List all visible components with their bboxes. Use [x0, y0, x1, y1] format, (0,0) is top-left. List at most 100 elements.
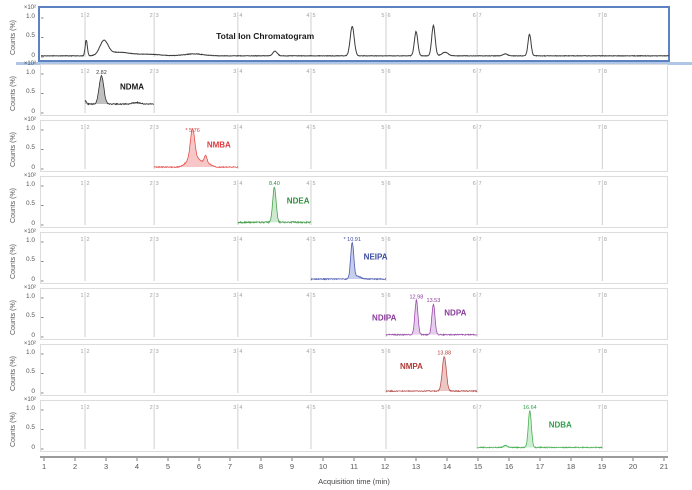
compound-label: NMBA — [207, 141, 231, 150]
compound-label: NDPA — [444, 309, 466, 318]
segment-label: 6 — [473, 237, 476, 243]
segment-label: 3 — [233, 69, 236, 75]
y-axis-neipa: Counts (%) ×10² 1.0 0.5 0 — [0, 229, 40, 284]
segment-label: 3 — [233, 293, 236, 299]
segment-label: 1 — [80, 125, 83, 131]
trace-line — [153, 127, 239, 169]
plot-area-ndba[interactable]: 1 2 2 3 3 4 4 5 5 6 6 7 7 8 16.64 NDBA — [40, 400, 668, 452]
trace-line — [310, 241, 387, 281]
segment-label: 3 — [156, 181, 159, 187]
segment-label: 5 — [312, 293, 315, 299]
compound-label: NDEA — [287, 197, 310, 206]
plot-area-ndea[interactable]: 1 2 2 3 3 4 4 5 5 6 6 7 7 8 8.40 NDEA — [40, 176, 668, 228]
y-exponent: ×10² — [23, 229, 36, 235]
y-exponent: ×10² — [23, 117, 36, 123]
y-tick-label: 1.0 — [25, 404, 35, 412]
x-tick-label: 19 — [598, 462, 606, 471]
peak-rt-label: 16.64 — [523, 405, 537, 411]
segment-label: 2 — [87, 181, 90, 187]
x-tick-label: 12 — [381, 462, 389, 471]
segment-label: 3 — [156, 237, 159, 243]
trace-fill — [477, 410, 603, 448]
segment-label: 5 — [312, 349, 315, 355]
y-axis-ndba: Counts (%) ×10² 1.0 0.5 0 — [0, 397, 40, 452]
panel-row-ndea: Counts (%) ×10² 1.0 0.5 0 1 2 2 3 3 4 4 5 5 6 6 7 7 8 8.40 N… — [0, 173, 692, 228]
y-tick-label: 1.0 — [25, 292, 35, 300]
segment-label: 4 — [306, 13, 309, 19]
trace-fill — [85, 75, 154, 105]
segment-label: 5 — [381, 125, 384, 131]
segment-label: 5 — [381, 237, 384, 243]
trace-fill — [386, 299, 478, 336]
y-tick-label: 0 — [31, 107, 35, 115]
y-tick-label: 0 — [31, 163, 35, 171]
x-tick-label: 7 — [228, 462, 232, 471]
y-tick-label: 1.0 — [25, 12, 35, 20]
plot-area-nmba[interactable]: 1 2 2 3 3 4 4 5 5 6 6 7 7 8 * 5.76 NMBA — [40, 120, 668, 172]
x-tick-label: 4 — [135, 462, 139, 471]
segment-label: 2 — [150, 237, 153, 243]
segment-label: 7 — [598, 237, 601, 243]
segment-label: 5 — [381, 13, 384, 19]
panel-row-nmba: Counts (%) ×10² 1.0 0.5 0 1 2 2 3 3 4 4 5 5 6 6 7 7 8 * 5.7… — [0, 117, 692, 172]
segment-label: 4 — [239, 405, 242, 411]
trace-line — [385, 356, 478, 393]
segment-label: 5 — [312, 13, 315, 19]
x-tick-label: 5 — [166, 462, 170, 471]
peak-rt-label: 13.88 — [437, 351, 451, 357]
segment-label: 7 — [598, 69, 601, 75]
segment-label: 6 — [473, 293, 476, 299]
segment-label: 2 — [87, 237, 90, 243]
y-axis-nmpa: Counts (%) ×10² 1.0 0.5 0 — [0, 341, 40, 396]
x-tick-label: 6 — [197, 462, 201, 471]
segment-label: 4 — [239, 237, 242, 243]
segment-label: 5 — [381, 181, 384, 187]
segment-label: 6 — [473, 13, 476, 19]
segment-label: 4 — [239, 293, 242, 299]
x-tick-label: 10 — [319, 462, 327, 471]
plot-area-ndipa-ndpa[interactable]: 1 2 2 3 3 4 4 5 5 6 6 7 7 8 12.98 13.53 NDIPA NDPA — [40, 288, 668, 340]
y-axis-ndipa-ndpa: Counts (%) ×10² 1.0 0.5 0 — [0, 285, 40, 340]
segment-label: 2 — [87, 405, 90, 411]
y-tick-label: 0 — [31, 219, 35, 227]
x-tick-label: 2 — [73, 462, 77, 471]
plot-area-tic[interactable]: 1 2 2 3 3 4 4 5 5 6 6 7 7 8 Total Ion Chromatogram — [40, 8, 669, 61]
y-tick-label: 1.0 — [25, 124, 35, 132]
segment-label: 7 — [598, 181, 601, 187]
segment-label: 4 — [306, 405, 309, 411]
y-axis-label: Counts (%) — [10, 299, 17, 335]
panel-row-ndipa-ndpa: Counts (%) ×10² 1.0 0.5 0 1 2 2 3 3 4 4 5 5 6 6 7 7 8 12.98… — [0, 285, 692, 340]
y-tick-label: 0 — [31, 387, 35, 395]
y-tick-label: 0 — [31, 443, 35, 451]
segment-label: 2 — [150, 13, 153, 19]
segment-label: 1 — [80, 293, 83, 299]
x-axis-ticks: 1 2 3 4 5 6 7 8 9 10 11 12 13 14 15 16 17 18 19 20 21 — [40, 456, 668, 471]
panel-row-nmpa: Counts (%) ×10² 1.0 0.5 0 1 2 2 3 3 4 4 5 5 6 6 7 7 8 13.88… — [0, 341, 692, 396]
segment-label: 6 — [473, 181, 476, 187]
segment-label: 3 — [156, 69, 159, 75]
plot-area-nmpa[interactable]: 1 2 2 3 3 4 4 5 5 6 6 7 7 8 13.88 NMPA — [40, 344, 668, 396]
segment-label: 1 — [80, 237, 83, 243]
compound-label: NDMA — [120, 83, 144, 92]
segment-label: 8 — [604, 13, 607, 19]
segment-label: 2 — [150, 181, 153, 187]
y-exponent: ×10² — [23, 397, 36, 403]
segment-label: 1 — [80, 405, 83, 411]
trace-line — [41, 23, 669, 57]
segment-label: 6 — [473, 349, 476, 355]
segment-label: 4 — [239, 349, 242, 355]
trace-line — [84, 74, 155, 106]
x-tick-label: 16 — [505, 462, 513, 471]
y-tick-label: 0.5 — [25, 32, 35, 39]
plot-area-neipa[interactable]: 1 2 2 3 3 4 4 5 5 6 6 7 7 8 * 10.91 NEIPA — [40, 232, 668, 284]
segment-label: 3 — [233, 405, 236, 411]
plot-area-ndma[interactable]: 1 2 2 3 3 4 4 5 5 6 6 7 7 8 2.82 NDMA — [40, 64, 668, 116]
